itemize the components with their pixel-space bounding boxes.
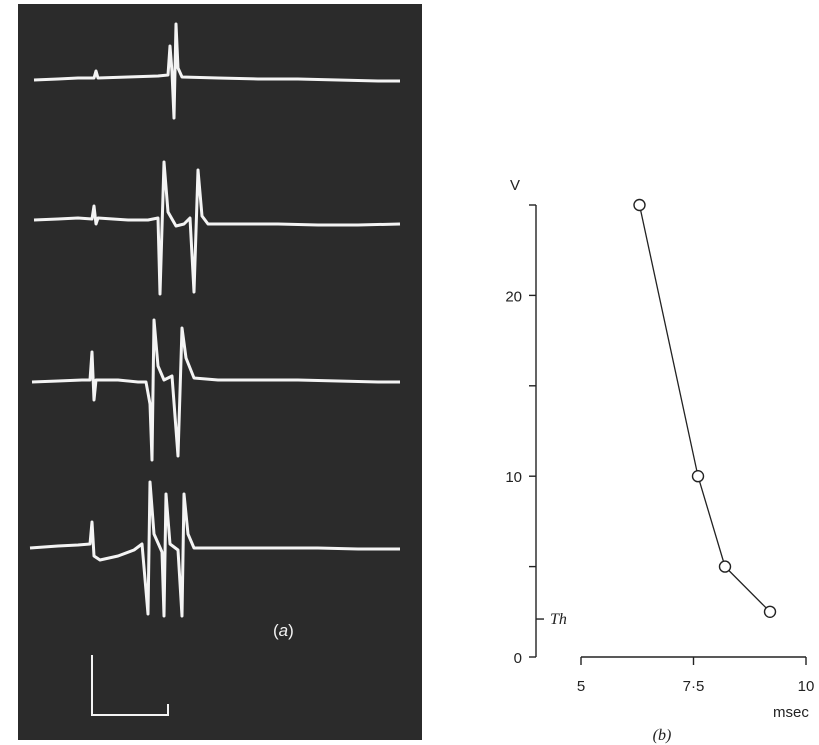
trace-1 xyxy=(33,22,400,120)
y-tick-label: 0 xyxy=(514,650,522,667)
y-tick-label: 20 xyxy=(505,288,522,305)
scale-bar xyxy=(91,655,169,716)
threshold-chart: 0 10 20 V Th 5 7·5 10 msec (b) xyxy=(505,177,815,744)
threshold-label: Th xyxy=(550,611,567,628)
x-tick-label: 5 xyxy=(577,678,585,695)
trace-3 xyxy=(31,318,400,462)
x-axis-label: msec xyxy=(773,704,809,721)
y-tick-label: 10 xyxy=(505,469,522,486)
data-series-line xyxy=(638,204,771,613)
x-tick-label: 7·5 xyxy=(683,678,705,695)
y-axis-label: V xyxy=(510,177,520,194)
oscilloscope-traces-panel: (a) xyxy=(18,4,422,740)
data-point xyxy=(763,605,777,618)
panel-b-label: (b) xyxy=(653,727,672,744)
traces-svg xyxy=(29,22,401,716)
data-point xyxy=(633,198,646,212)
trace-4 xyxy=(29,480,400,618)
data-point xyxy=(718,560,732,573)
panel-a-label: (a) xyxy=(273,621,294,640)
data-point xyxy=(691,470,705,483)
x-tick-label: 10 xyxy=(798,678,815,695)
trace-2 xyxy=(33,160,401,296)
